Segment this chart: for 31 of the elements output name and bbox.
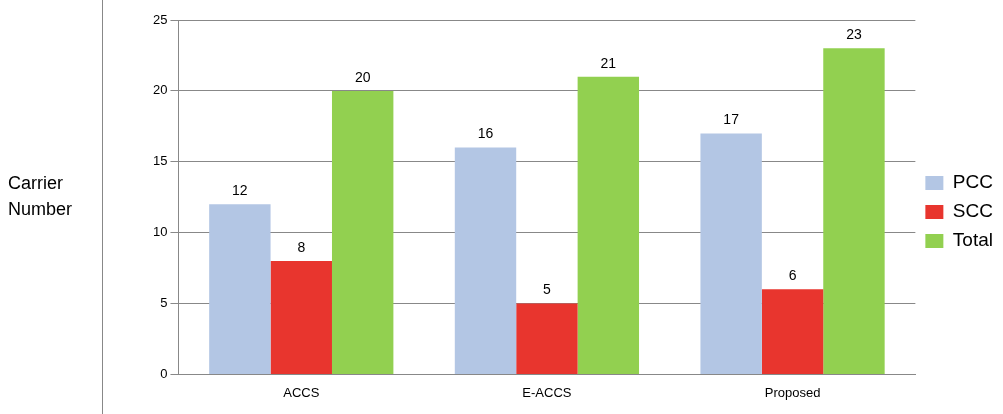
data-label: 6 — [788, 267, 797, 284]
bar — [454, 147, 517, 374]
bar — [700, 133, 762, 374]
bar — [331, 90, 394, 374]
y-tick-label: 15 — [152, 153, 168, 169]
x-tick-label: ACCS — [283, 384, 320, 400]
bar — [209, 204, 271, 374]
legend-label: Total — [952, 229, 994, 251]
data-label: 5 — [543, 281, 552, 298]
bar — [516, 303, 578, 374]
y-axis-title: Carrier Number — [8, 173, 73, 220]
data-label: 21 — [600, 54, 617, 71]
data-label: 12 — [232, 182, 248, 199]
y-tick-label: 25 — [152, 11, 168, 27]
legend-label: SCC — [952, 200, 993, 222]
x-tick-label: E-ACCS — [522, 384, 572, 400]
y-tick-label: 5 — [160, 295, 168, 311]
legend-label: PCC — [952, 171, 993, 193]
y-tick-label: 10 — [152, 224, 168, 240]
data-label: 23 — [846, 26, 862, 43]
data-label: 20 — [354, 68, 371, 85]
data-label: 17 — [723, 111, 740, 128]
bar — [270, 260, 332, 374]
bar — [577, 76, 640, 374]
data-label: 8 — [297, 238, 306, 255]
data-label: 16 — [477, 125, 494, 142]
y-tick-label: 0 — [160, 365, 168, 381]
bar — [761, 289, 824, 374]
y-tick-label: 20 — [152, 82, 168, 98]
bar — [823, 48, 885, 374]
x-tick-label: Proposed — [764, 384, 821, 400]
